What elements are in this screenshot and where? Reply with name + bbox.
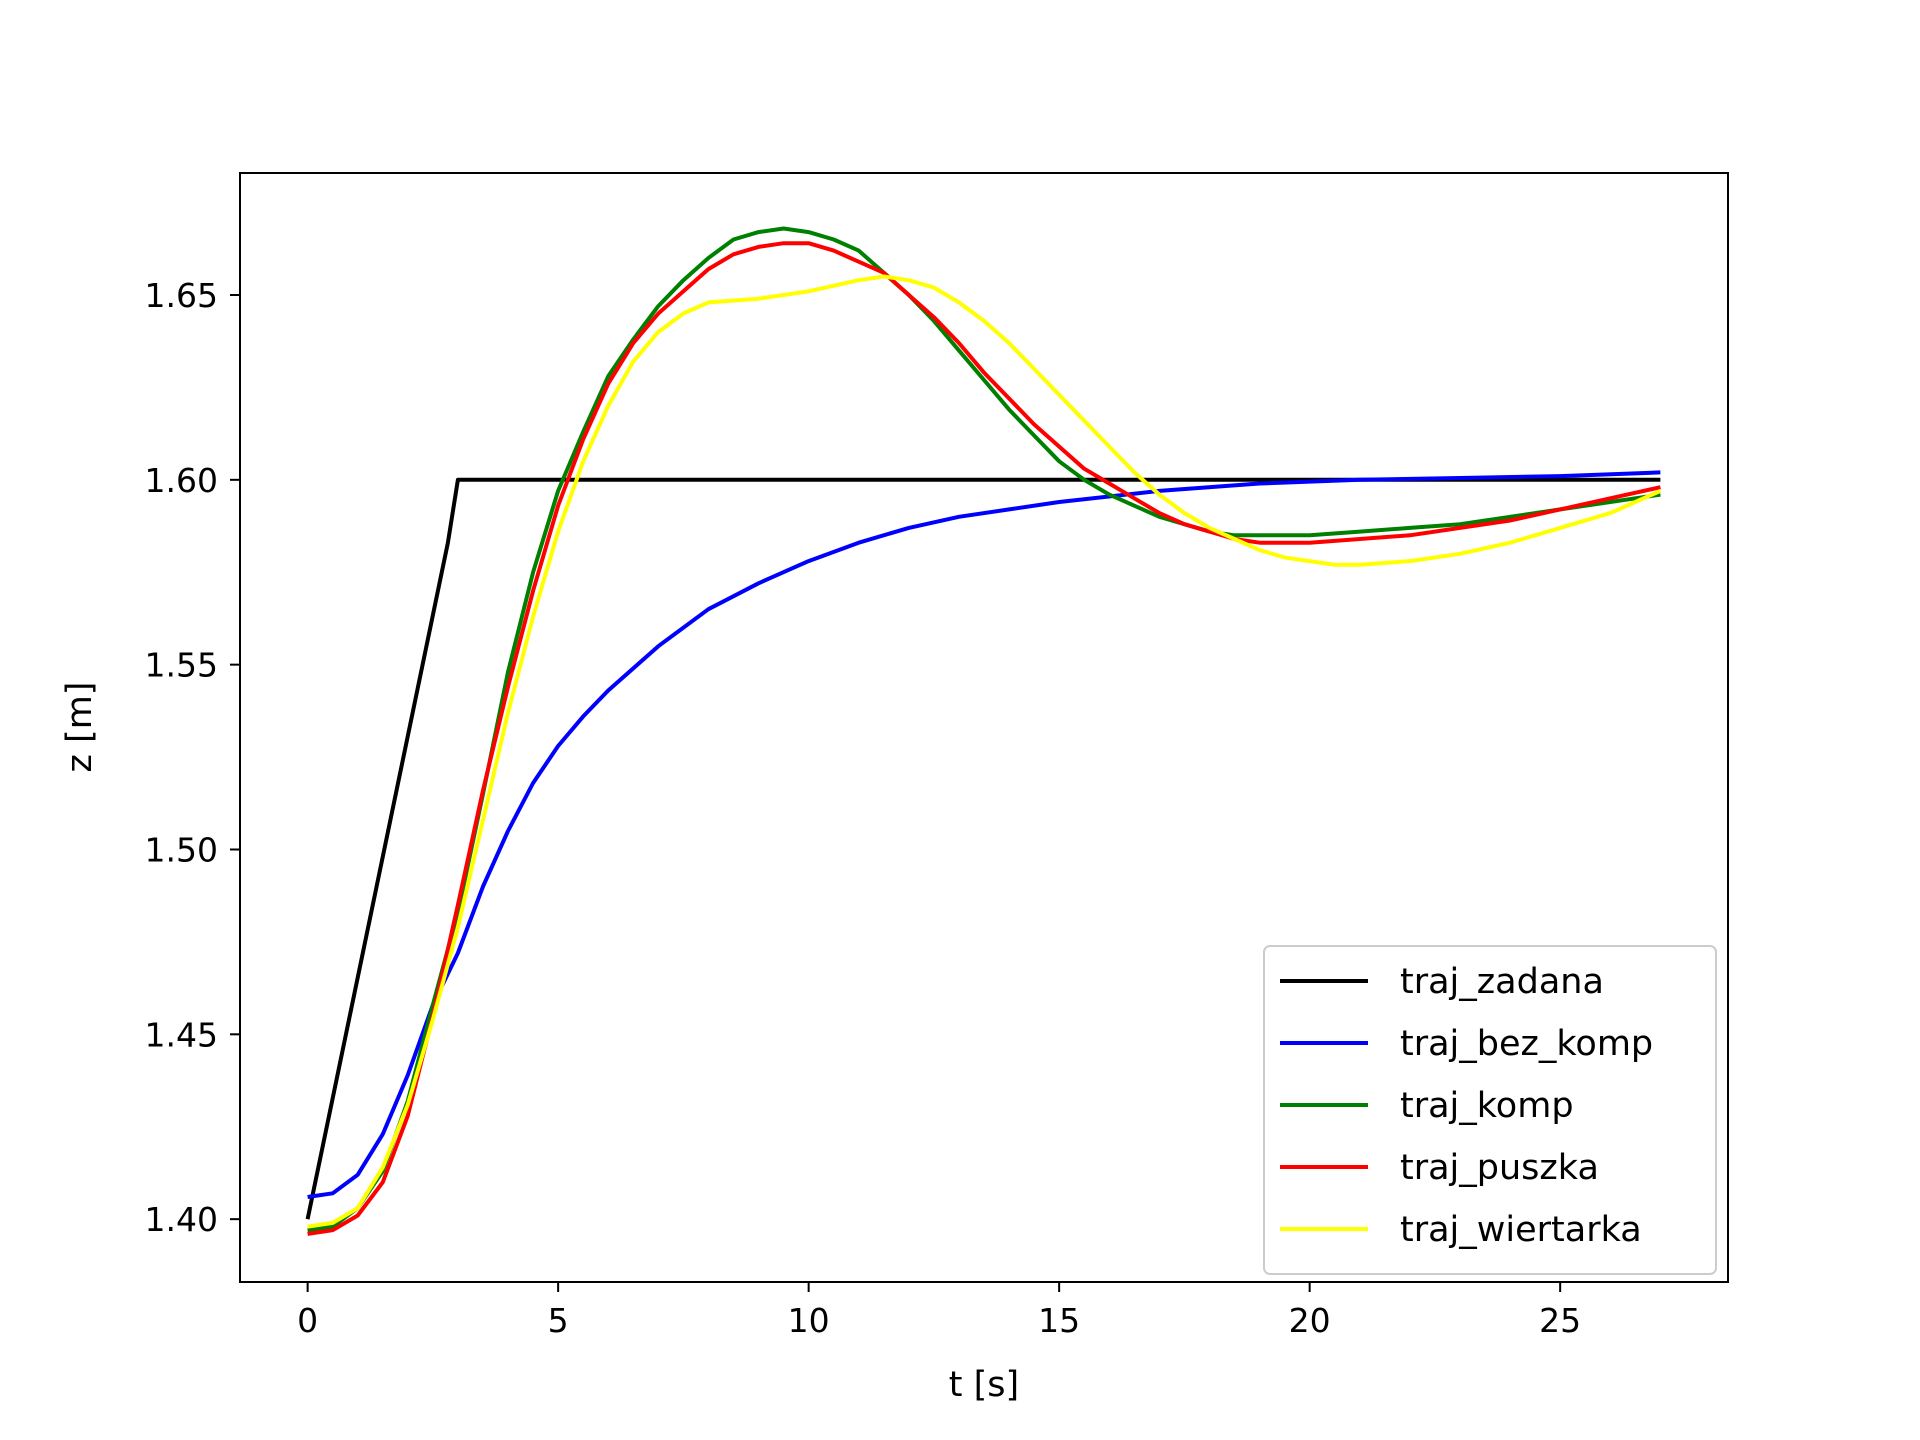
legend: traj_zadana traj_bez_komp traj_komp traj_pu… — [1263, 945, 1717, 1275]
x-axis-ticks: 0 5 10 15 20 25 — [297, 1282, 1581, 1340]
y-tick-label: 1.50 — [145, 830, 218, 869]
legend-label-traj_komp: traj_komp — [1400, 1086, 1574, 1126]
series-line-traj_puszka — [307, 241, 1661, 1236]
series-line-traj_wiertarka — [307, 274, 1662, 1229]
x-tick-label: 5 — [548, 1301, 569, 1340]
plot-frame — [239, 172, 1729, 1283]
x-tick-label: 10 — [788, 1301, 830, 1340]
y-tick-label: 1.60 — [145, 461, 218, 500]
x-tick-label: 25 — [1539, 1301, 1581, 1340]
legend-label-traj_wiertarka: traj_wiertarka — [1400, 1210, 1642, 1250]
y-axis-label: z [m] — [60, 682, 100, 773]
legend-label-traj_bez_komp: traj_bez_komp — [1400, 1024, 1653, 1064]
x-tick-label: 0 — [297, 1301, 318, 1340]
legend-label-traj_puszka: traj_puszka — [1400, 1148, 1599, 1188]
y-tick-label: 1.65 — [145, 276, 218, 315]
x-axis-label: t [s] — [949, 1365, 1019, 1405]
legend-box — [1263, 945, 1717, 1275]
series-lines — [305, 226, 1662, 1236]
x-tick-label: 20 — [1289, 1301, 1331, 1340]
y-tick-label: 1.40 — [145, 1200, 218, 1239]
series-line-traj_bez_komp — [307, 470, 1661, 1199]
series-line-traj_zadana — [305, 477, 1661, 1220]
y-axis-ticks: 1.40 1.45 1.50 1.55 1.60 1.65 — [145, 276, 240, 1239]
x-tick-label: 15 — [1038, 1301, 1080, 1340]
y-tick-label: 1.55 — [145, 646, 218, 685]
legend-label-traj_zadana: traj_zadana — [1400, 962, 1604, 1002]
y-tick-label: 1.45 — [145, 1015, 218, 1054]
